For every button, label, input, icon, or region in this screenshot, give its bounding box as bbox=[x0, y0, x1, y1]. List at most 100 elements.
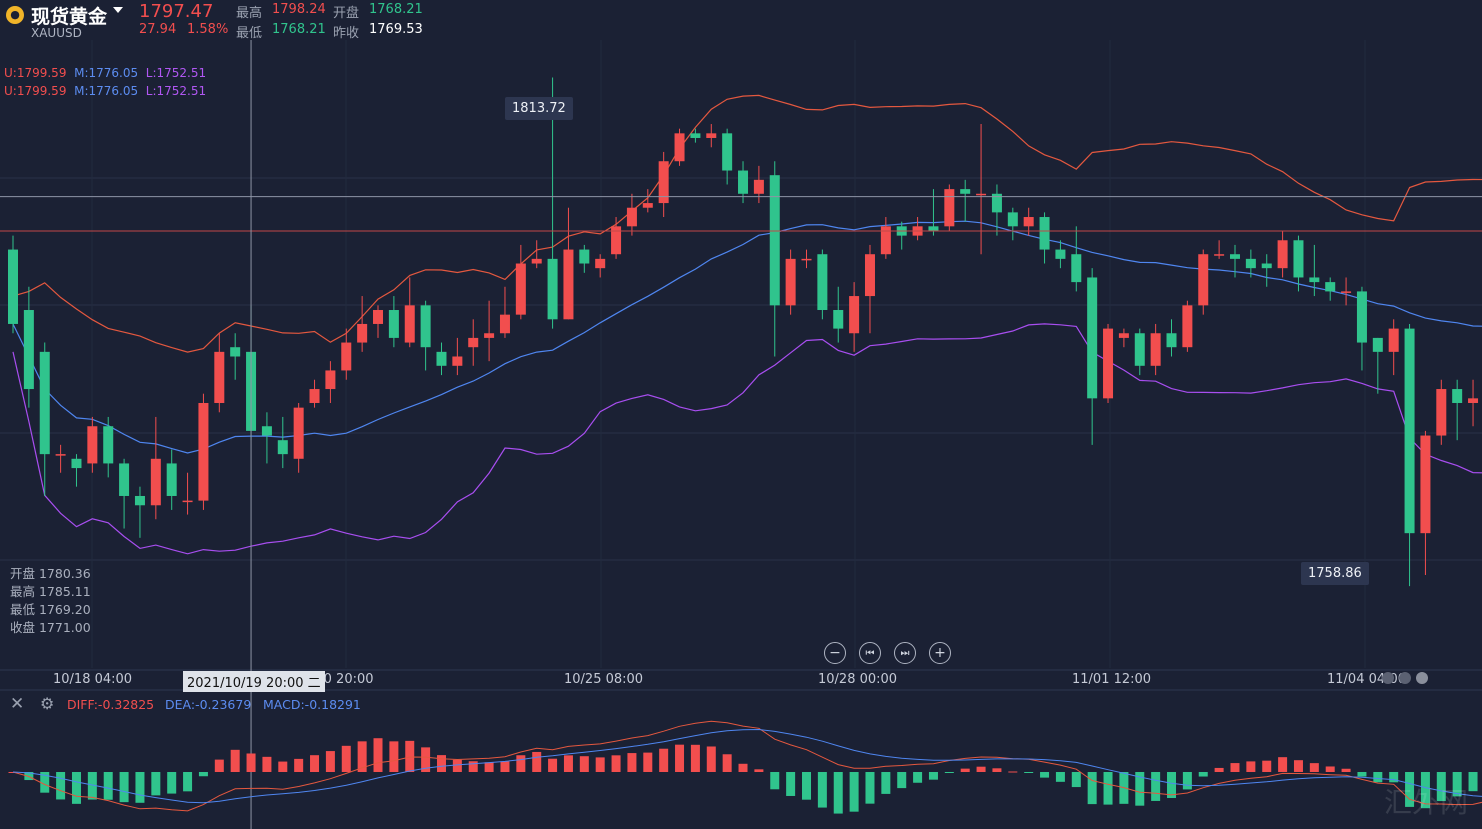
open-label: 开盘 bbox=[333, 6, 360, 21]
candle-body bbox=[579, 249, 590, 264]
candle-body bbox=[960, 189, 971, 194]
candle-body bbox=[1134, 333, 1145, 366]
macd-bar bbox=[960, 768, 970, 772]
close-indicator-icon[interactable]: ✕ bbox=[10, 694, 25, 714]
macd-bar bbox=[484, 762, 494, 772]
macd-dea-legend: DEA:-0.23679 bbox=[165, 697, 252, 712]
macd-bar bbox=[71, 772, 81, 804]
page-dot[interactable] bbox=[1382, 672, 1394, 684]
candle-body bbox=[769, 175, 780, 306]
zoom-in-button[interactable]: + bbox=[929, 642, 951, 664]
candle-body bbox=[103, 426, 114, 464]
macd-bar bbox=[357, 741, 367, 772]
macd-bar bbox=[389, 741, 399, 772]
candle-body bbox=[309, 389, 320, 403]
macd-bar bbox=[1246, 761, 1256, 772]
boll-legend-2: U:1799.59 M:1776.05 L:1752.51 bbox=[4, 84, 206, 98]
candle-body bbox=[753, 179, 764, 194]
candle-body bbox=[436, 351, 447, 366]
candle-body bbox=[531, 258, 542, 264]
macd-bar bbox=[928, 772, 938, 780]
macd-bar bbox=[405, 740, 415, 772]
candle-body bbox=[880, 226, 891, 255]
candle-body bbox=[1245, 258, 1256, 269]
candle-body bbox=[277, 440, 288, 455]
ohlc-low: 最低 1769.20 bbox=[10, 602, 91, 617]
candle-body bbox=[1023, 217, 1034, 227]
macd-bar bbox=[802, 772, 811, 800]
candle-body bbox=[1452, 389, 1463, 403]
macd-bar bbox=[56, 772, 66, 800]
candle-body bbox=[166, 463, 177, 496]
macd-bar bbox=[1008, 771, 1018, 773]
macd-bar bbox=[595, 757, 605, 772]
macd-bar bbox=[341, 745, 351, 772]
macd-bar bbox=[452, 759, 462, 772]
macd-bar bbox=[1309, 763, 1319, 772]
candle-body bbox=[1277, 240, 1288, 269]
settings-icon[interactable]: ⚙ bbox=[40, 694, 55, 713]
macd-bar bbox=[198, 772, 208, 777]
macd-bar bbox=[1151, 772, 1161, 801]
macd-bar bbox=[1325, 766, 1335, 772]
macd-bar bbox=[548, 758, 558, 772]
candle-body bbox=[1356, 291, 1367, 343]
instrument-name[interactable]: 现货黄金 bbox=[31, 6, 108, 28]
macd-bar bbox=[87, 772, 97, 800]
candle-body bbox=[119, 463, 130, 496]
max-price-label: 1813.72 bbox=[505, 97, 573, 120]
macd-bar bbox=[611, 755, 621, 772]
macd-bar bbox=[230, 749, 240, 772]
macd-bar bbox=[1436, 772, 1446, 802]
boll-upper: U:1799.59 bbox=[4, 84, 67, 98]
macd-bar bbox=[1198, 772, 1208, 777]
macd-bar bbox=[500, 761, 510, 772]
candle-body bbox=[674, 133, 685, 162]
macd-bar bbox=[754, 769, 764, 772]
candle-body bbox=[658, 161, 669, 204]
macd-bar bbox=[532, 751, 542, 772]
candle-body bbox=[1103, 328, 1114, 399]
candle-body bbox=[1404, 328, 1415, 534]
macd-bar bbox=[1182, 772, 1192, 790]
page-dot[interactable] bbox=[1399, 672, 1411, 684]
scroll-forward-button[interactable]: ⏭ bbox=[894, 642, 916, 664]
page-dot[interactable] bbox=[1416, 672, 1428, 684]
macd-bar bbox=[1214, 767, 1224, 772]
candle-body bbox=[468, 337, 479, 348]
crosshair-time-label: 2021/10/19 20:00 二 bbox=[183, 671, 325, 692]
macd-bar bbox=[690, 744, 700, 772]
macd-bar bbox=[992, 768, 1002, 772]
price-change-pct: 1.58% bbox=[187, 22, 229, 37]
candle-body bbox=[722, 133, 733, 171]
macd-bar bbox=[1357, 772, 1367, 777]
scroll-back-button[interactable]: ⏮ bbox=[859, 642, 881, 664]
candle-body bbox=[595, 258, 606, 269]
macd-bar bbox=[1278, 757, 1288, 772]
candle-body bbox=[991, 193, 1002, 213]
candle-body bbox=[928, 226, 939, 231]
ohlc-high: 最高 1785.11 bbox=[10, 584, 91, 599]
candle-body bbox=[563, 249, 574, 320]
macd-bar bbox=[1167, 772, 1177, 799]
boll-middle: M:1776.05 bbox=[74, 84, 139, 98]
macd-bar bbox=[1024, 772, 1034, 773]
macd-bar bbox=[167, 772, 177, 794]
macd-bar bbox=[722, 754, 732, 772]
boll-lower-line bbox=[12, 323, 1482, 555]
candle-body bbox=[1436, 389, 1447, 436]
macd-bar bbox=[643, 752, 653, 772]
candle-body bbox=[785, 258, 796, 306]
candle-body bbox=[626, 207, 637, 227]
candle-body bbox=[642, 203, 653, 208]
macd-bar bbox=[119, 772, 129, 803]
candle-body bbox=[198, 402, 209, 501]
zoom-out-button[interactable]: − bbox=[824, 642, 846, 664]
macd-bar bbox=[976, 766, 986, 772]
dropdown-caret-icon[interactable] bbox=[113, 7, 123, 13]
macd-bar bbox=[865, 772, 875, 804]
macd-bar bbox=[881, 772, 891, 794]
candle-body bbox=[849, 296, 860, 334]
macd-bar bbox=[294, 758, 304, 772]
macd-bar bbox=[151, 772, 161, 796]
